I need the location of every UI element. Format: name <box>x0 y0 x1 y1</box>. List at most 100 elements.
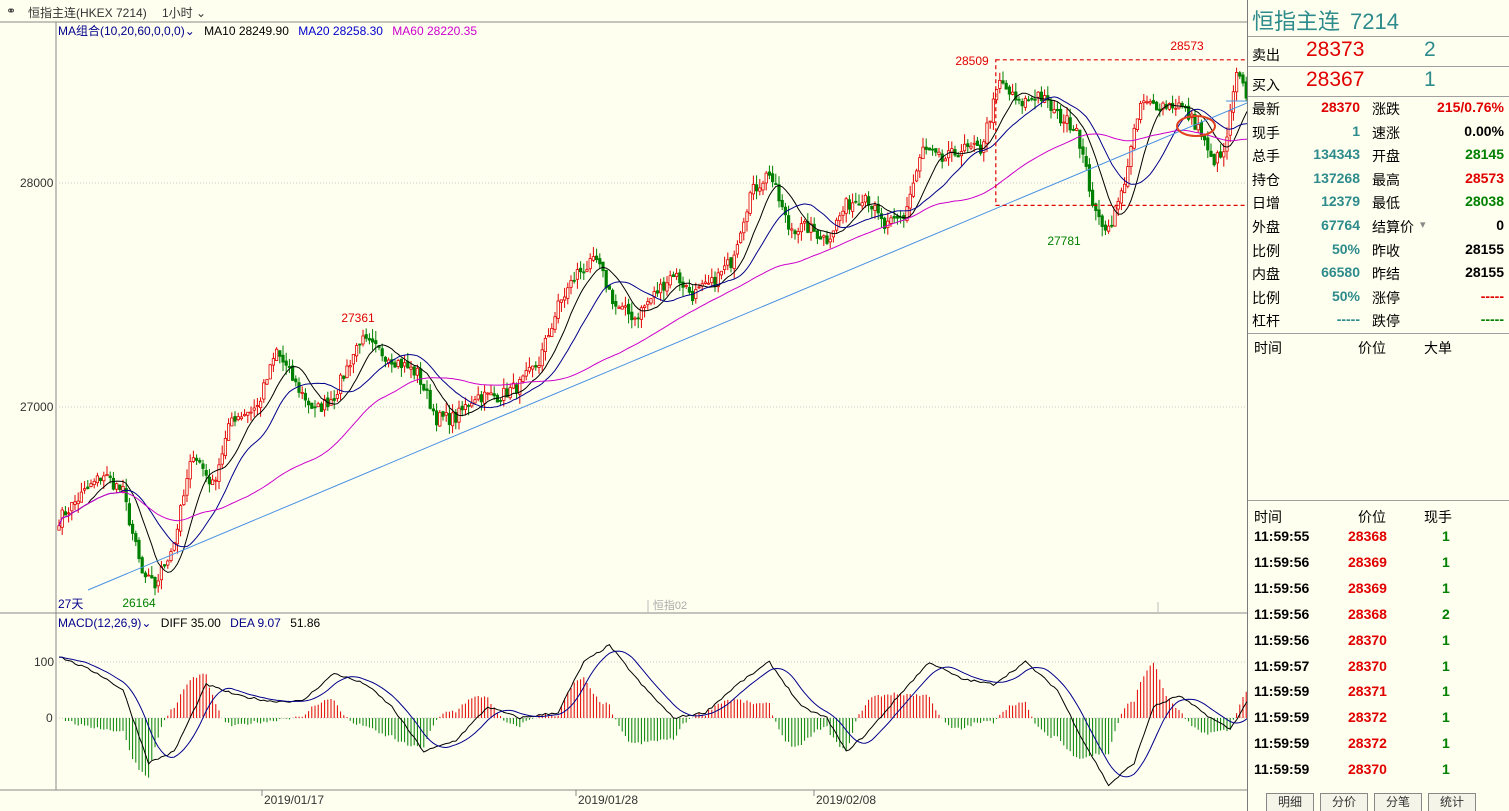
candle-body <box>1155 101 1159 111</box>
candle-body <box>601 261 605 272</box>
tick-volume: 1 <box>1442 657 1450 674</box>
tick-time: 11:59:57 <box>1254 657 1310 674</box>
divider <box>1248 333 1509 334</box>
candle-body <box>566 287 570 299</box>
stat-label: 外盘 <box>1252 219 1280 235</box>
tick-row[interactable]: 11:59:59 28372 1 <box>1248 731 1509 757</box>
tick-row[interactable]: 11:59:55 28368 1 <box>1248 524 1509 550</box>
stat-value: 1 <box>1352 122 1360 139</box>
period-selector[interactable]: 1小时 ⌄ <box>162 4 206 21</box>
candle-body <box>297 382 301 393</box>
candle-body <box>422 383 426 391</box>
candle-body <box>716 272 720 288</box>
stat-label: 现手 <box>1252 124 1280 141</box>
candle-body <box>764 172 768 184</box>
candle-body <box>486 392 490 395</box>
candle-body <box>924 146 928 150</box>
candle-body <box>1244 81 1247 99</box>
buy-row[interactable]: 买入 28367 1 <box>1248 66 1509 97</box>
candle-body <box>767 171 772 176</box>
chart-area[interactable]: 28000 27000 100 0 28573 28509 27361 27781 26164 2… <box>0 0 1247 811</box>
col-price: 价位 <box>1358 509 1386 525</box>
candle-body <box>739 232 743 244</box>
stat-label: 内盘 <box>1252 266 1280 283</box>
macd-diff-line <box>58 644 1247 787</box>
tick-row[interactable]: 11:59:56 28368 2 <box>1248 602 1509 628</box>
candle-body <box>454 411 458 423</box>
tick-row[interactable]: 11:59:56 28369 1 <box>1248 550 1509 576</box>
tick-time: 11:59:59 <box>1254 735 1310 752</box>
candle-body <box>99 477 103 482</box>
tick-row[interactable]: 11:59:59 28371 1 <box>1248 679 1509 705</box>
candle-body <box>143 572 147 578</box>
tab-1[interactable]: 分价 <box>1320 793 1368 811</box>
tab-2[interactable]: 分笔 <box>1374 793 1422 811</box>
candle-body <box>873 204 877 211</box>
divider <box>1248 500 1509 501</box>
candle-body <box>588 258 592 270</box>
candle-body <box>1151 100 1155 104</box>
tick-row[interactable]: 11:59:59 28370 1 <box>1248 757 1509 783</box>
candle-body <box>678 272 682 284</box>
candle-body <box>444 412 448 416</box>
tick-price: 28371 <box>1348 683 1387 700</box>
divider <box>1248 96 1509 97</box>
macd-selector[interactable]: MACD(12,26,9) <box>58 616 142 630</box>
candle-body <box>646 301 650 306</box>
candle-body <box>134 533 138 543</box>
link-icon[interactable]: ⚭ <box>6 4 17 18</box>
stat-value: 50% <box>1331 240 1360 257</box>
tick-price: 28369 <box>1348 553 1387 570</box>
candle-body <box>697 286 701 289</box>
candlestick-chart[interactable]: 28000 27000 100 0 28573 28509 27361 27781 26164 2… <box>0 0 1247 811</box>
tab-0[interactable]: 明细 <box>1266 793 1314 811</box>
candle-body <box>553 316 557 330</box>
tab-3[interactable]: 统计 <box>1428 793 1476 811</box>
candle-body <box>515 384 519 394</box>
candle-body <box>310 402 314 409</box>
candle-body <box>185 478 189 496</box>
tick-row[interactable]: 11:59:56 28369 1 <box>1248 576 1509 602</box>
candle-body <box>150 575 154 579</box>
candle-body <box>383 356 388 362</box>
bar-count-label: 27天 <box>58 597 83 611</box>
tick-price: 28370 <box>1348 657 1387 674</box>
candle-body <box>489 392 493 396</box>
stat-label: 持仓 <box>1252 171 1280 188</box>
tick-row[interactable]: 11:59:56 28370 1 <box>1248 628 1509 654</box>
tick-row[interactable]: 11:59:59 28372 1 <box>1248 705 1509 731</box>
candle-body <box>1113 206 1117 227</box>
candle-body <box>287 365 292 368</box>
candle-body <box>883 217 887 230</box>
tick-volume: 1 <box>1442 683 1450 700</box>
candle-body <box>290 365 295 381</box>
macd-diff-value: DIFF 35.00 <box>160 616 221 630</box>
stat-value: 137268 <box>1313 169 1360 186</box>
sell-row[interactable]: 卖出 28373 2 <box>1248 36 1509 67</box>
period-label: 1小时 <box>162 6 193 20</box>
candle-body <box>886 220 890 228</box>
candle-body <box>230 417 234 427</box>
stat-row: 最新 28370 涨跌 215/0.76% <box>1248 96 1509 120</box>
candle-body <box>607 285 612 290</box>
candle-body <box>643 305 647 308</box>
chevron-down-icon[interactable]: ▾ <box>1420 219 1426 231</box>
x-tick-label: 2019/01/17 <box>264 793 324 807</box>
chevron-down-icon[interactable]: ⌄ <box>184 24 195 38</box>
ma-group-selector[interactable]: MA组合(10,20,60,0,0,0) <box>58 24 185 38</box>
candle-body <box>204 470 208 476</box>
candle-body <box>130 523 135 534</box>
candle-body <box>358 343 362 346</box>
candle-body <box>470 402 474 407</box>
stat-label: 比例 <box>1252 289 1280 306</box>
candle-body <box>89 483 93 487</box>
candle-body <box>415 367 420 376</box>
stat-row: 总手 134343 开盘 28145 <box>1248 143 1509 167</box>
candle-body <box>239 416 243 420</box>
candle-body <box>751 184 756 195</box>
tick-row[interactable]: 11:59:57 28370 1 <box>1248 654 1509 680</box>
candle-body <box>1222 151 1226 158</box>
candle-body <box>1145 101 1149 104</box>
chevron-down-icon[interactable]: ⌄ <box>141 616 152 630</box>
x-tick-label: 2019/01/28 <box>578 793 638 807</box>
